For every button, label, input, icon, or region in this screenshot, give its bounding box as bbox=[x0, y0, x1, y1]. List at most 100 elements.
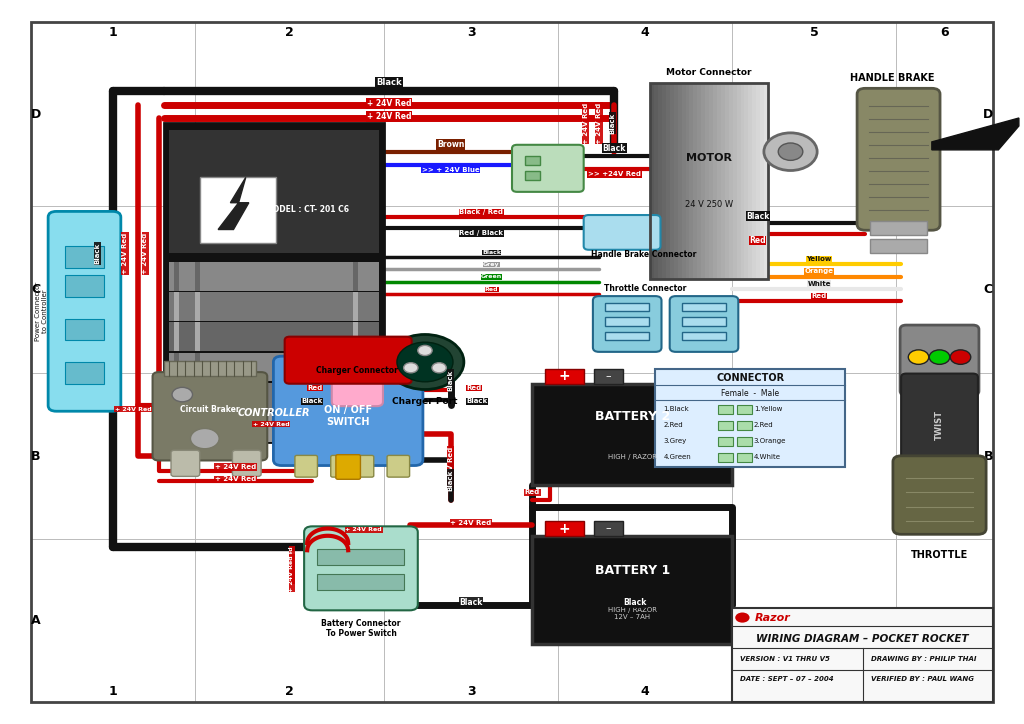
Text: B: B bbox=[983, 450, 993, 463]
Circle shape bbox=[386, 334, 464, 390]
Text: Power Connector
to Controller: Power Connector to Controller bbox=[35, 282, 48, 341]
Bar bbox=[760, 83, 764, 279]
Text: 6: 6 bbox=[940, 26, 949, 39]
Bar bbox=[174, 383, 179, 411]
Bar bbox=[737, 437, 753, 446]
Bar bbox=[195, 413, 200, 442]
Text: Black: Black bbox=[603, 144, 626, 153]
Bar bbox=[682, 332, 726, 340]
Text: Brown: Brown bbox=[437, 140, 464, 149]
Text: Razor: Razor bbox=[755, 613, 791, 623]
Text: 24 V 250 W: 24 V 250 W bbox=[685, 200, 733, 209]
Text: 1.Black: 1.Black bbox=[664, 406, 689, 412]
Bar bbox=[753, 83, 756, 279]
Bar bbox=[650, 83, 768, 279]
Bar bbox=[65, 362, 104, 384]
Bar bbox=[532, 384, 732, 485]
Text: + 24V Red: + 24V Red bbox=[290, 547, 294, 583]
Bar bbox=[169, 130, 379, 253]
Bar bbox=[353, 292, 358, 321]
Text: Charger Connector: Charger Connector bbox=[316, 366, 398, 375]
FancyBboxPatch shape bbox=[900, 325, 979, 395]
Text: +: + bbox=[558, 521, 570, 536]
FancyBboxPatch shape bbox=[893, 456, 986, 534]
Bar bbox=[195, 292, 200, 321]
Text: BATTERY 1: BATTERY 1 bbox=[595, 564, 670, 577]
Text: Black: Black bbox=[746, 212, 769, 221]
Text: Black: Black bbox=[609, 112, 615, 134]
Text: + 24V Red: + 24V Red bbox=[367, 99, 412, 108]
Text: 3.Orange: 3.Orange bbox=[754, 438, 786, 444]
Polygon shape bbox=[218, 177, 249, 230]
Text: Handle Brake Connector: Handle Brake Connector bbox=[591, 250, 696, 258]
Text: HIGH / RAZOR
12V – 7AH: HIGH / RAZOR 12V – 7AH bbox=[608, 607, 656, 620]
FancyBboxPatch shape bbox=[901, 374, 978, 468]
Text: VERIFIED BY : PAUL WANG: VERIFIED BY : PAUL WANG bbox=[870, 676, 974, 682]
Text: + 24V Red: + 24V Red bbox=[367, 112, 412, 121]
Text: Black: Black bbox=[447, 369, 454, 391]
Text: CONNECTOR: CONNECTOR bbox=[716, 373, 784, 383]
FancyBboxPatch shape bbox=[857, 88, 940, 230]
Bar bbox=[169, 292, 379, 321]
Bar bbox=[870, 239, 927, 253]
Text: 1: 1 bbox=[109, 26, 117, 39]
Text: VERSION : V1 THRU V5: VERSION : V1 THRU V5 bbox=[740, 656, 830, 662]
Text: 4: 4 bbox=[641, 685, 649, 698]
Bar bbox=[65, 246, 104, 268]
Circle shape bbox=[403, 363, 418, 373]
Text: + 24V Red: + 24V Red bbox=[253, 422, 290, 426]
Bar bbox=[764, 83, 768, 279]
Text: 5: 5 bbox=[810, 685, 818, 698]
Bar bbox=[697, 83, 701, 279]
Text: 4.White: 4.White bbox=[754, 454, 781, 460]
Text: + 24V Red: + 24V Red bbox=[345, 528, 382, 532]
FancyBboxPatch shape bbox=[232, 450, 261, 476]
Bar bbox=[195, 383, 200, 411]
Text: + 24V Red: + 24V Red bbox=[122, 233, 128, 274]
Circle shape bbox=[930, 350, 950, 364]
Text: A: A bbox=[983, 615, 993, 627]
Bar bbox=[353, 413, 358, 442]
FancyBboxPatch shape bbox=[387, 455, 410, 477]
Bar bbox=[174, 413, 179, 442]
Text: + 24V Red: + 24V Red bbox=[290, 555, 294, 592]
Bar bbox=[732, 608, 993, 702]
Bar bbox=[605, 332, 649, 340]
Bar bbox=[174, 353, 179, 382]
Text: DATE : SEPT – 07 – 2004: DATE : SEPT – 07 – 2004 bbox=[740, 676, 834, 682]
Bar bbox=[678, 83, 682, 279]
Text: Black: Black bbox=[376, 78, 402, 87]
Bar bbox=[674, 83, 678, 279]
Text: HANDLE BRAKE: HANDLE BRAKE bbox=[850, 73, 934, 83]
Circle shape bbox=[432, 363, 446, 373]
Text: DRAWING BY : PHILIP THAI: DRAWING BY : PHILIP THAI bbox=[870, 656, 977, 662]
Text: 4: 4 bbox=[641, 26, 649, 39]
Bar bbox=[655, 369, 845, 467]
FancyBboxPatch shape bbox=[593, 296, 662, 352]
Text: MOTOR: MOTOR bbox=[686, 153, 732, 163]
Bar bbox=[195, 353, 200, 382]
Circle shape bbox=[735, 613, 750, 623]
Text: + 24V Red: + 24V Red bbox=[115, 407, 152, 411]
Text: Red: Red bbox=[466, 385, 481, 391]
Bar bbox=[545, 369, 584, 384]
Bar bbox=[317, 549, 404, 565]
Bar bbox=[721, 83, 725, 279]
Bar bbox=[174, 292, 179, 321]
Bar bbox=[169, 262, 379, 291]
Bar bbox=[717, 83, 721, 279]
Bar bbox=[689, 83, 693, 279]
Text: +: + bbox=[558, 369, 570, 384]
Text: Red: Red bbox=[750, 236, 766, 245]
Text: Red: Red bbox=[484, 287, 499, 292]
Bar bbox=[682, 317, 726, 326]
Text: Black: Black bbox=[447, 469, 454, 491]
Bar bbox=[737, 421, 753, 430]
Text: MODEL : CT- 201 C6: MODEL : CT- 201 C6 bbox=[265, 206, 349, 214]
Text: CONTROLLER: CONTROLLER bbox=[238, 408, 310, 418]
Bar bbox=[164, 123, 384, 442]
FancyBboxPatch shape bbox=[285, 337, 412, 384]
Text: C: C bbox=[32, 283, 40, 296]
Text: Black: Black bbox=[482, 250, 501, 255]
Bar bbox=[670, 83, 674, 279]
